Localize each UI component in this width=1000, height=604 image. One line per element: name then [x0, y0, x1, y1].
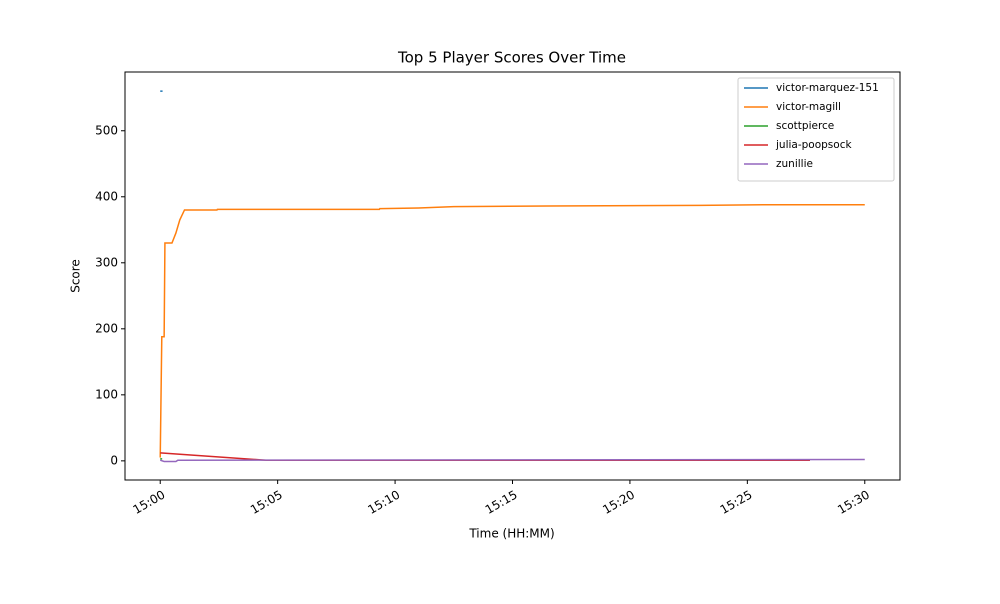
y-tick-label: 100 — [95, 387, 118, 401]
legend-label: scottpierce — [776, 120, 834, 132]
chart-title: Top 5 Player Scores Over Time — [397, 49, 626, 67]
legend: victor-marquez-151 victor-magill scottpier… — [737, 77, 895, 182]
series-line — [159, 203, 865, 458]
legend-label: victor-magill — [776, 101, 841, 113]
legend-label: zunillie — [776, 158, 813, 170]
y-tick-label: 300 — [95, 255, 118, 269]
x-tick-label: 15:25 — [718, 488, 755, 517]
legend-label: victor-marquez-151 — [776, 82, 879, 94]
y-axis-label: Score — [69, 259, 83, 293]
x-axis-label: Time (HH:MM) — [468, 527, 554, 541]
x-tick-label: 15:00 — [131, 488, 168, 517]
series-line — [159, 458, 865, 463]
y-tick-label: 200 — [95, 321, 118, 335]
y-tick-label: 500 — [95, 123, 118, 137]
x-tick-label: 15:15 — [483, 488, 520, 517]
x-tick-label: 15:20 — [600, 488, 637, 517]
legend-box — [737, 77, 895, 182]
x-tick-label: 15:30 — [835, 488, 872, 517]
x-tick-label: 15:10 — [365, 488, 402, 517]
x-tick-label: 15:05 — [248, 488, 285, 517]
y-tick-label: 0 — [110, 453, 118, 467]
y-tick-label: 400 — [95, 189, 118, 203]
legend-label: julia-poopsock — [775, 139, 852, 151]
